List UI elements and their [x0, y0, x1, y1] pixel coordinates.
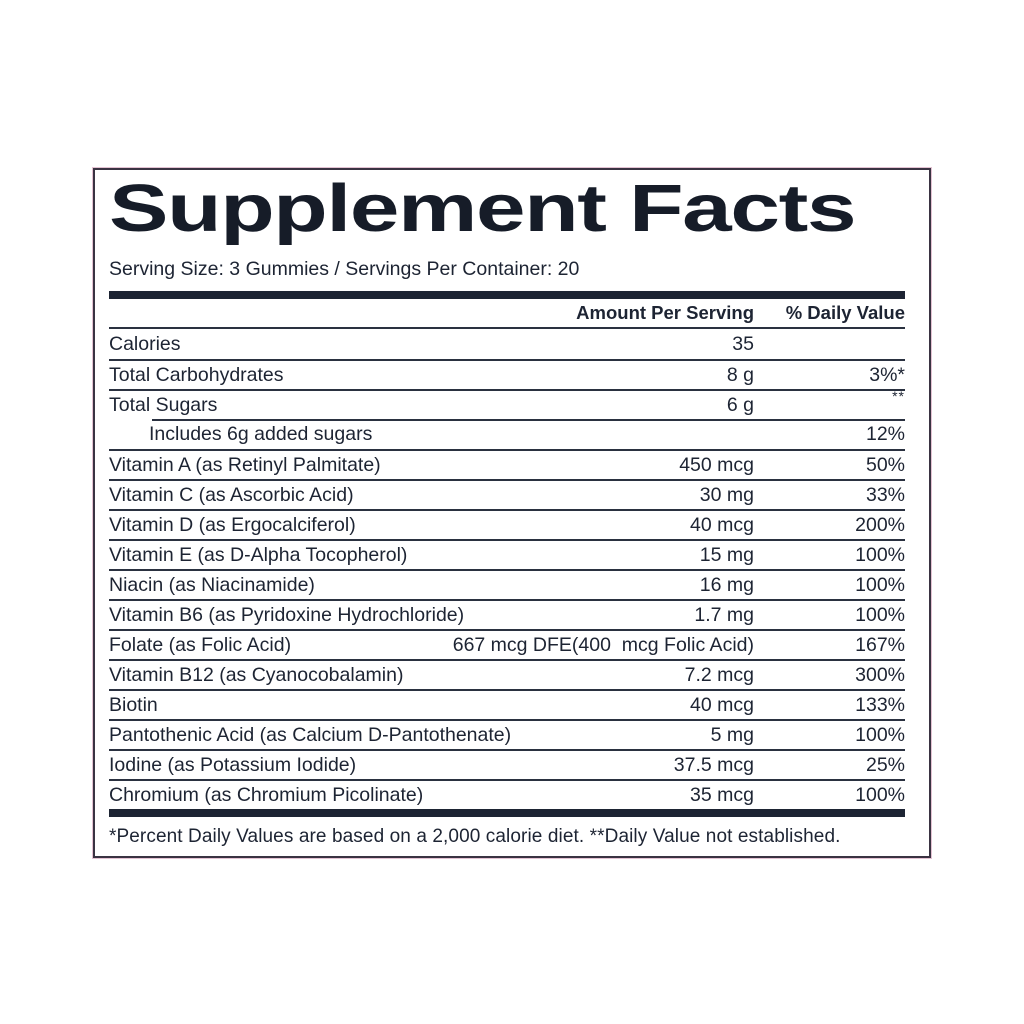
nutrient-name: Vitamin E (as D-Alpha Tocopherol)	[109, 543, 408, 566]
nutrient-amount: 667 mcg DFE(400 mcg Folic Acid)	[452, 633, 754, 656]
table-row: Vitamin B12 (as Cyanocobalamin) 7.2 mcg 30…	[109, 659, 905, 689]
nutrient-daily-value: 3%*	[869, 363, 905, 386]
nutrient-name: Pantothenic Acid (as Calcium D-Pantothen…	[109, 723, 512, 746]
nutrient-daily-value: 100%	[855, 573, 905, 596]
table-row: Iodine (as Potassium Iodide) 37.5 mcg 25%	[109, 749, 905, 779]
daily-value-not-established-marker: **	[892, 388, 905, 405]
nutrient-amount: 40 mcg	[690, 513, 754, 536]
nutrient-amount: 450 mcg	[679, 453, 754, 476]
supplement-facts-label: Supplement Facts Serving Size: 3 Gummies…	[92, 167, 932, 859]
nutrient-amount: 16 mg	[699, 573, 754, 596]
label-title: Supplement Facts	[109, 174, 905, 244]
nutrient-name: Vitamin A (as Retinyl Palmitate)	[109, 453, 381, 476]
nutrient-amount: 40 mcg	[690, 693, 754, 716]
table-row: Calories 35	[109, 329, 905, 359]
table-row: Includes 6g added sugars 12%	[109, 419, 905, 449]
nutrient-name: Vitamin D (as Ergocalciferol)	[109, 513, 356, 536]
nutrient-name: Iodine (as Potassium Iodide)	[109, 753, 357, 776]
header-amount-per-serving: Amount Per Serving	[576, 302, 754, 323]
nutrient-daily-value: 100%	[855, 723, 905, 746]
nutrient-name: Total Carbohydrates	[109, 363, 284, 386]
nutrient-amount: 30 mg	[699, 483, 754, 506]
table-row: Vitamin C (as Ascorbic Acid) 30 mg 33%	[109, 479, 905, 509]
table-row: Vitamin E (as D-Alpha Tocopherol) 15 mg 10…	[109, 539, 905, 569]
nutrient-name: Vitamin B12 (as Cyanocobalamin)	[109, 663, 404, 686]
nutrient-name: Includes 6g added sugars	[149, 422, 373, 445]
table-row: Biotin 40 mcg 133%	[109, 689, 905, 719]
nutrient-amount: 35 mcg	[690, 783, 754, 806]
nutrient-daily-value: 100%	[855, 783, 905, 806]
table-row: Pantothenic Acid (as Calcium D-Pantothen…	[109, 719, 905, 749]
nutrient-amount: 8 g	[726, 363, 754, 386]
nutrient-daily-value: **	[754, 389, 905, 417]
table-row: Vitamin B6 (as Pyridoxine Hydrochloride)…	[109, 599, 905, 629]
facts-table-header: Amount Per Serving % Daily Value	[109, 299, 905, 329]
nutrient-amount: 1.7 mg	[694, 603, 754, 626]
nutrient-daily-value: 167%	[855, 633, 905, 656]
table-row: Niacin (as Niacinamide) 16 mg 100%	[109, 569, 905, 599]
table-row: Chromium (as Chromium Picolinate) 35 mcg 1…	[109, 779, 905, 809]
table-row: Total Carbohydrates 8 g 3%*	[109, 359, 905, 389]
nutrient-daily-value: 300%	[855, 663, 905, 686]
table-row: Vitamin D (as Ergocalciferol) 40 mcg 200%	[109, 509, 905, 539]
facts-table-rows: Calories 35 Total Carbohydrates 8 g 3%* Total…	[109, 329, 905, 809]
nutrient-daily-value: 100%	[855, 603, 905, 626]
nutrient-daily-value: 50%	[865, 453, 905, 476]
nutrient-daily-value: 25%	[865, 753, 905, 776]
nutrient-name: Total Sugars	[109, 393, 218, 416]
nutrient-amount: 15 mg	[699, 543, 754, 566]
divider-bar-bottom	[109, 809, 905, 817]
nutrient-name: Biotin	[109, 693, 158, 716]
footnote: *Percent Daily Values are based on a 2,0…	[109, 826, 841, 847]
serving-info: Serving Size: 3 Gummies / Servings Per C…	[109, 258, 580, 280]
nutrient-amount: 35	[732, 332, 754, 355]
label-title-text: Supplement Facts	[109, 171, 857, 246]
nutrient-name: Calories	[109, 332, 181, 355]
nutrient-daily-value: 12%	[865, 422, 905, 445]
nutrient-daily-value: 100%	[855, 543, 905, 566]
divider-bar-top	[109, 291, 905, 299]
nutrient-name: Chromium (as Chromium Picolinate)	[109, 783, 424, 806]
header-daily-value: % Daily Value	[785, 302, 905, 323]
nutrient-name: Folate (as Folic Acid)	[109, 633, 292, 656]
table-row: Vitamin A (as Retinyl Palmitate) 450 mcg 5…	[109, 449, 905, 479]
nutrient-daily-value: 133%	[855, 693, 905, 716]
nutrient-name: Vitamin B6 (as Pyridoxine Hydrochloride)	[109, 603, 465, 626]
nutrient-amount: 6 g	[726, 393, 754, 416]
nutrient-daily-value: 33%	[865, 483, 905, 506]
nutrient-amount: 37.5 mcg	[673, 753, 754, 776]
nutrient-name: Vitamin C (as Ascorbic Acid)	[109, 483, 354, 506]
nutrient-daily-value: 200%	[855, 513, 905, 536]
table-row: Total Sugars 6 g **	[109, 389, 905, 419]
nutrient-name: Niacin (as Niacinamide)	[109, 573, 315, 596]
nutrient-amount: 5 mg	[710, 723, 754, 746]
table-row: Folate (as Folic Acid) 667 mcg DFE(400 mc…	[109, 629, 905, 659]
nutrient-amount: 7.2 mcg	[684, 663, 754, 686]
